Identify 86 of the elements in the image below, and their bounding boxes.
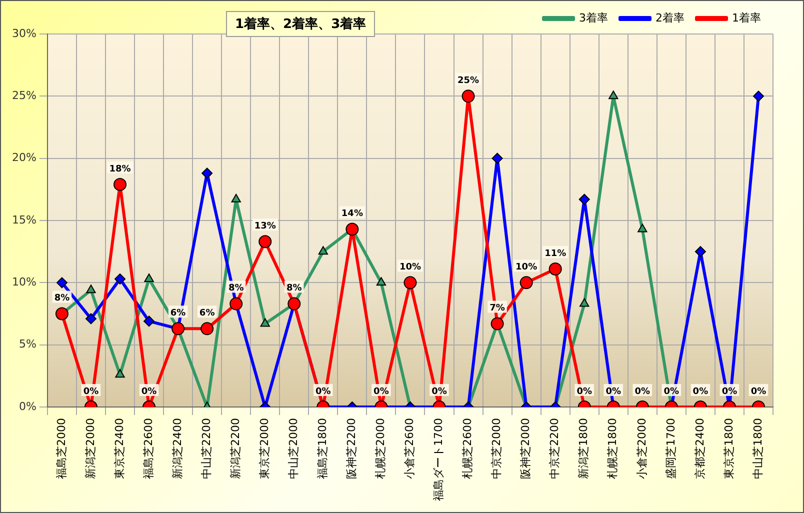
x-tick-label: 東京芝2000 [258,418,271,480]
data-label: 0% [316,386,331,397]
point [548,262,562,276]
point [85,313,96,324]
data-label: 8% [54,294,70,304]
data-label: 0% [432,386,447,397]
x-tick-label: 中山芝1800 [751,418,764,480]
x-tick-label: 福島芝2000 [54,418,68,480]
x-tick-label: 京都芝2400 [693,418,706,480]
x-tick-label: 新潟芝2200 [228,418,242,480]
data-label: 0% [83,386,99,397]
data-label: 0% [606,386,622,397]
legend-label: 1着率 [732,11,761,24]
x-tick-label: 小倉芝2000 [635,418,648,480]
x-tick-label: 盛岡芝1700 [664,418,678,480]
x-tick-label: 阪神芝2200 [345,418,358,480]
point [318,246,328,255]
point [55,307,68,320]
point [752,90,764,102]
x-tick-label: 札幌芝2600 [461,418,474,480]
x-tick-label: 福島ダート1700 [432,418,446,502]
point [86,284,96,294]
data-label: 0% [374,386,389,397]
data-label: 0% [750,386,766,397]
point [578,194,590,205]
data-label: 14% [341,209,363,220]
data-label: 25% [457,76,480,86]
x-tick-label: 札幌芝1800 [606,418,620,480]
x-tick-label: 中山芝2000 [286,418,300,480]
point [462,90,475,103]
data-label: 0% [141,386,157,397]
data-label: 0% [664,386,680,397]
y-tick-label: 10% [12,276,36,289]
x-tick-label: 新潟芝2400 [170,418,184,480]
data-label: 0% [576,386,592,397]
y-tick-label: 0% [18,400,36,413]
data-label: 0% [634,386,650,397]
point [492,152,503,164]
point [404,276,417,290]
x-tick-label: 札幌芝2000 [374,418,388,480]
point [260,318,270,327]
data-label: 11% [544,248,566,259]
y-tick-label: 15% [12,213,36,226]
point [258,235,272,248]
x-tick-label: 中京芝2200 [548,418,562,480]
point [346,222,359,236]
data-label: 10% [516,262,538,273]
y-tick-label: 25% [12,89,36,102]
x-tick-label: 東京芝1800 [722,418,736,480]
y-tick-label: 5% [18,338,36,351]
x-tick-label: 新潟芝1800 [577,418,590,480]
data-label: 13% [254,221,276,232]
x-tick-label: 福島芝2600 [142,418,155,480]
point [115,369,125,378]
data-label: 10% [399,262,421,273]
x-tick-label: 中京芝2000 [490,418,504,480]
point [56,277,68,288]
point [376,277,386,286]
legend-label: 3着率 [579,11,608,24]
x-tick-label: 小倉芝2600 [403,418,416,480]
data-label: 6% [199,308,215,319]
point [580,298,590,307]
y-tick-label: 30% [12,26,36,40]
point [114,178,127,191]
legend-label: 2着率 [656,11,685,24]
point [638,224,648,232]
data-label: 8% [228,284,244,294]
data-label: 0% [722,386,738,397]
data-label: 6% [170,308,186,319]
point [231,194,241,202]
point [114,273,126,284]
data-label: 8% [286,284,302,294]
x-tick-label: 中山芝2200 [200,418,213,480]
x-tick-label: 新潟芝2000 [84,418,97,480]
data-label: 18% [109,164,131,174]
x-tick-label: 東京芝2400 [112,418,126,480]
data-label: 7% [490,304,505,314]
x-tick-label: 阪神芝2000 [519,418,532,480]
y-tick-label: 20% [12,151,36,164]
chart-title: 1着率、2着率、3着率 [226,11,376,37]
point [694,246,706,258]
point [520,276,533,290]
x-tick-label: 福島芝1800 [316,418,330,480]
point [144,273,154,282]
data-label: 0% [692,386,708,397]
point [202,168,213,179]
